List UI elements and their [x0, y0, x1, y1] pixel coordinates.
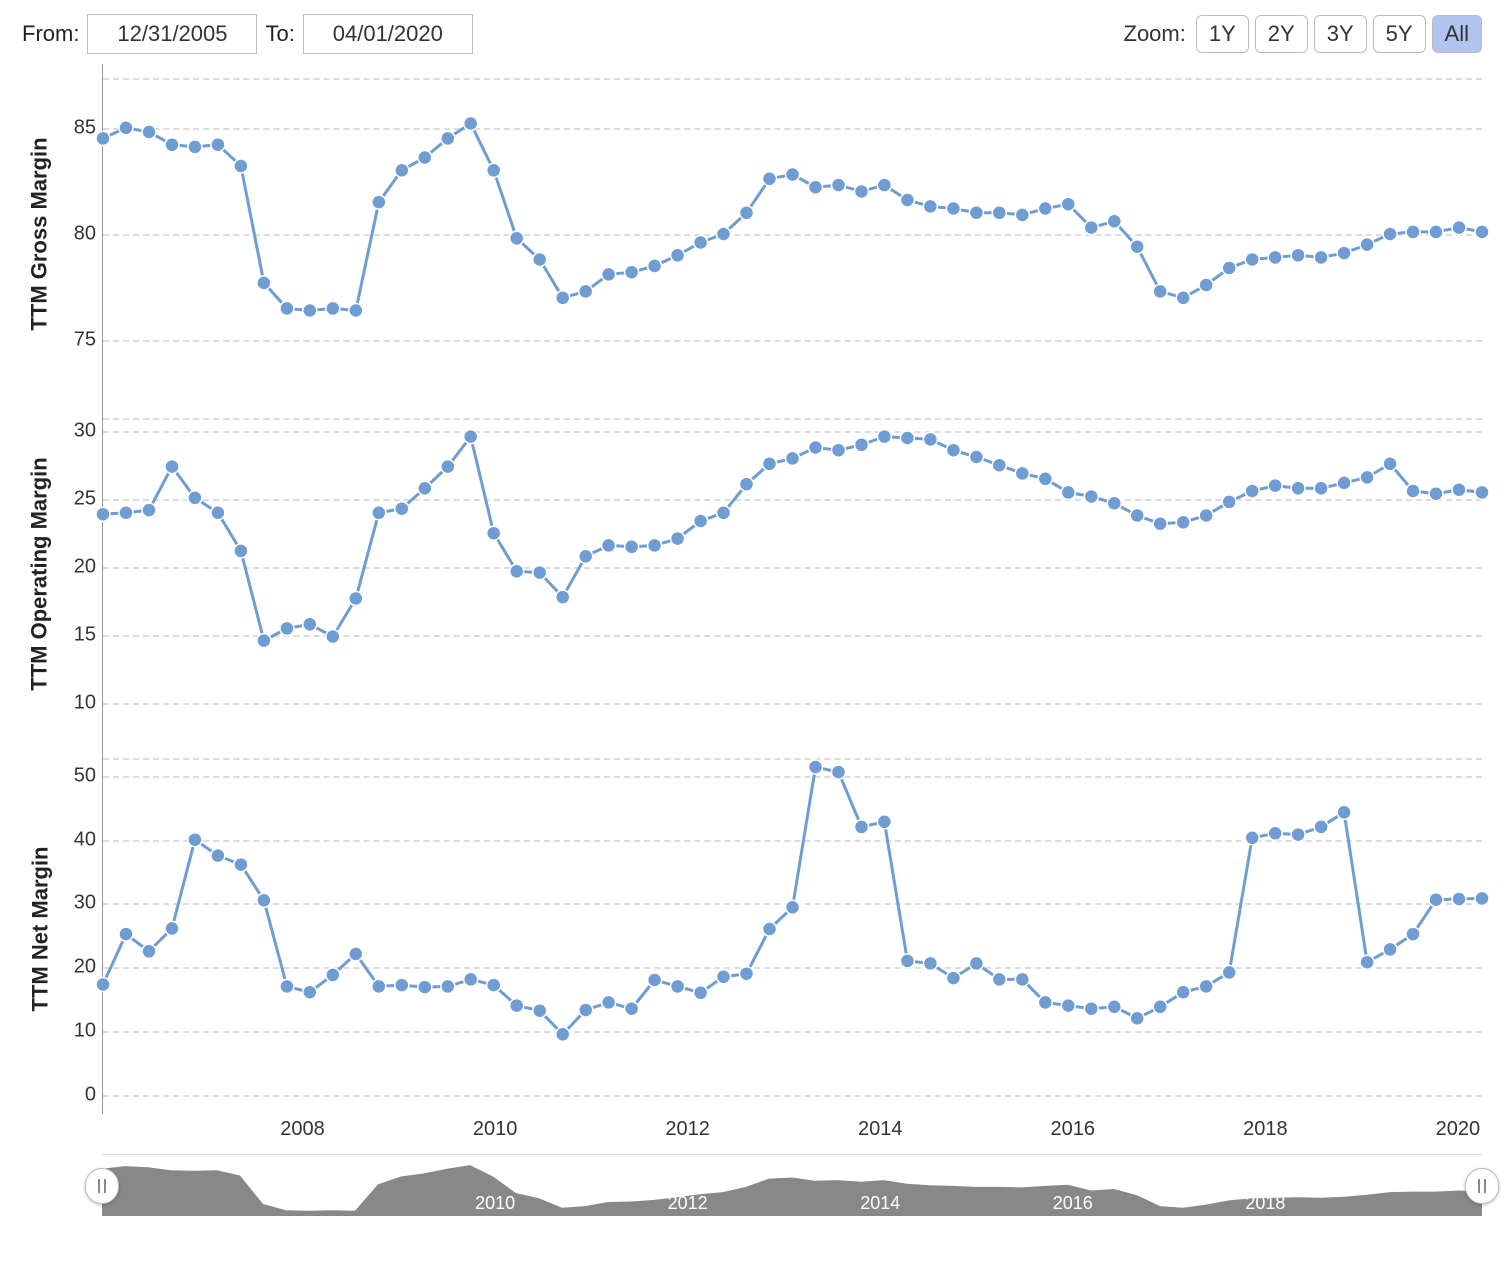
chart-gross: TTM Gross Margin 75 80 85 [22, 64, 1482, 404]
net-plot[interactable] [102, 744, 1482, 1114]
nav-tick: 2012 [668, 1193, 708, 1214]
from-label: From: [22, 21, 79, 47]
xtick: 2012 [665, 1118, 710, 1141]
nav-tick: 2016 [1053, 1193, 1093, 1214]
operating-ytick: 20 [74, 556, 96, 579]
net-ylabel: TTM Net Margin [27, 847, 53, 1012]
from-date-input[interactable]: 12/31/2005 [87, 14, 257, 54]
operating-ytick: 30 [74, 420, 96, 443]
net-ytick: 50 [74, 764, 96, 787]
date-range-controls: From: 12/31/2005 To: 04/01/2020 [22, 14, 473, 54]
xtick: 2014 [858, 1118, 903, 1141]
xtick: 2010 [473, 1118, 518, 1141]
net-ytick: 10 [74, 1020, 96, 1043]
gross-ytick: 75 [74, 329, 96, 352]
to-date-input[interactable]: 04/01/2020 [303, 14, 473, 54]
controls-bar: From: 12/31/2005 To: 04/01/2020 Zoom: 1Y… [22, 10, 1482, 64]
nav-handle-right[interactable] [1465, 1168, 1499, 1204]
zoom-label: Zoom: [1124, 21, 1186, 47]
operating-ytick: 10 [74, 692, 96, 715]
nav-tick: 2014 [860, 1193, 900, 1214]
gross-ylabel: TTM Gross Margin [27, 137, 53, 330]
chart-container: From: 12/31/2005 To: 04/01/2020 Zoom: 1Y… [0, 0, 1504, 1266]
nav-handle-left[interactable] [85, 1168, 119, 1204]
range-navigator[interactable]: 2008 2010 2012 2014 2016 2018 [102, 1154, 1482, 1216]
xtick: 2016 [1051, 1118, 1096, 1141]
net-ytick: 30 [74, 892, 96, 915]
zoom-btn-5y[interactable]: 5Y [1373, 15, 1426, 53]
to-label: To: [265, 21, 294, 47]
x-axis: 2008 2010 2012 2014 2016 2018 2020 [102, 1114, 1482, 1148]
nav-tick: 2010 [475, 1193, 515, 1214]
chart-net: TTM Net Margin 0 10 20 30 40 50 [22, 744, 1482, 1114]
operating-plot[interactable] [102, 404, 1482, 744]
operating-ytick: 25 [74, 488, 96, 511]
xtick: 2020 [1436, 1118, 1481, 1141]
zoom-btn-3y[interactable]: 3Y [1314, 15, 1367, 53]
zoom-btn-1y[interactable]: 1Y [1196, 15, 1249, 53]
zoom-btn-2y[interactable]: 2Y [1255, 15, 1308, 53]
gross-plot[interactable] [102, 64, 1482, 404]
net-ytick: 0 [85, 1083, 96, 1106]
operating-ylabel: TTM Operating Margin [27, 457, 53, 690]
xtick: 2008 [280, 1118, 325, 1141]
operating-ytick: 15 [74, 624, 96, 647]
nav-tick: 2008 [283, 1193, 323, 1214]
xtick: 2018 [1243, 1118, 1288, 1141]
chart-operating: TTM Operating Margin 10 15 20 25 30 [22, 404, 1482, 744]
nav-tick: 2018 [1245, 1193, 1285, 1214]
gross-ytick: 80 [74, 223, 96, 246]
zoom-btn-all[interactable]: All [1432, 15, 1482, 53]
net-ytick: 40 [74, 828, 96, 851]
net-ytick: 20 [74, 956, 96, 979]
charts-area: TTM Gross Margin 75 80 85 TTM Operating Marg… [22, 64, 1482, 1216]
gross-ytick: 85 [74, 116, 96, 139]
zoom-controls: Zoom: 1Y2Y3Y5YAll [1124, 15, 1483, 53]
